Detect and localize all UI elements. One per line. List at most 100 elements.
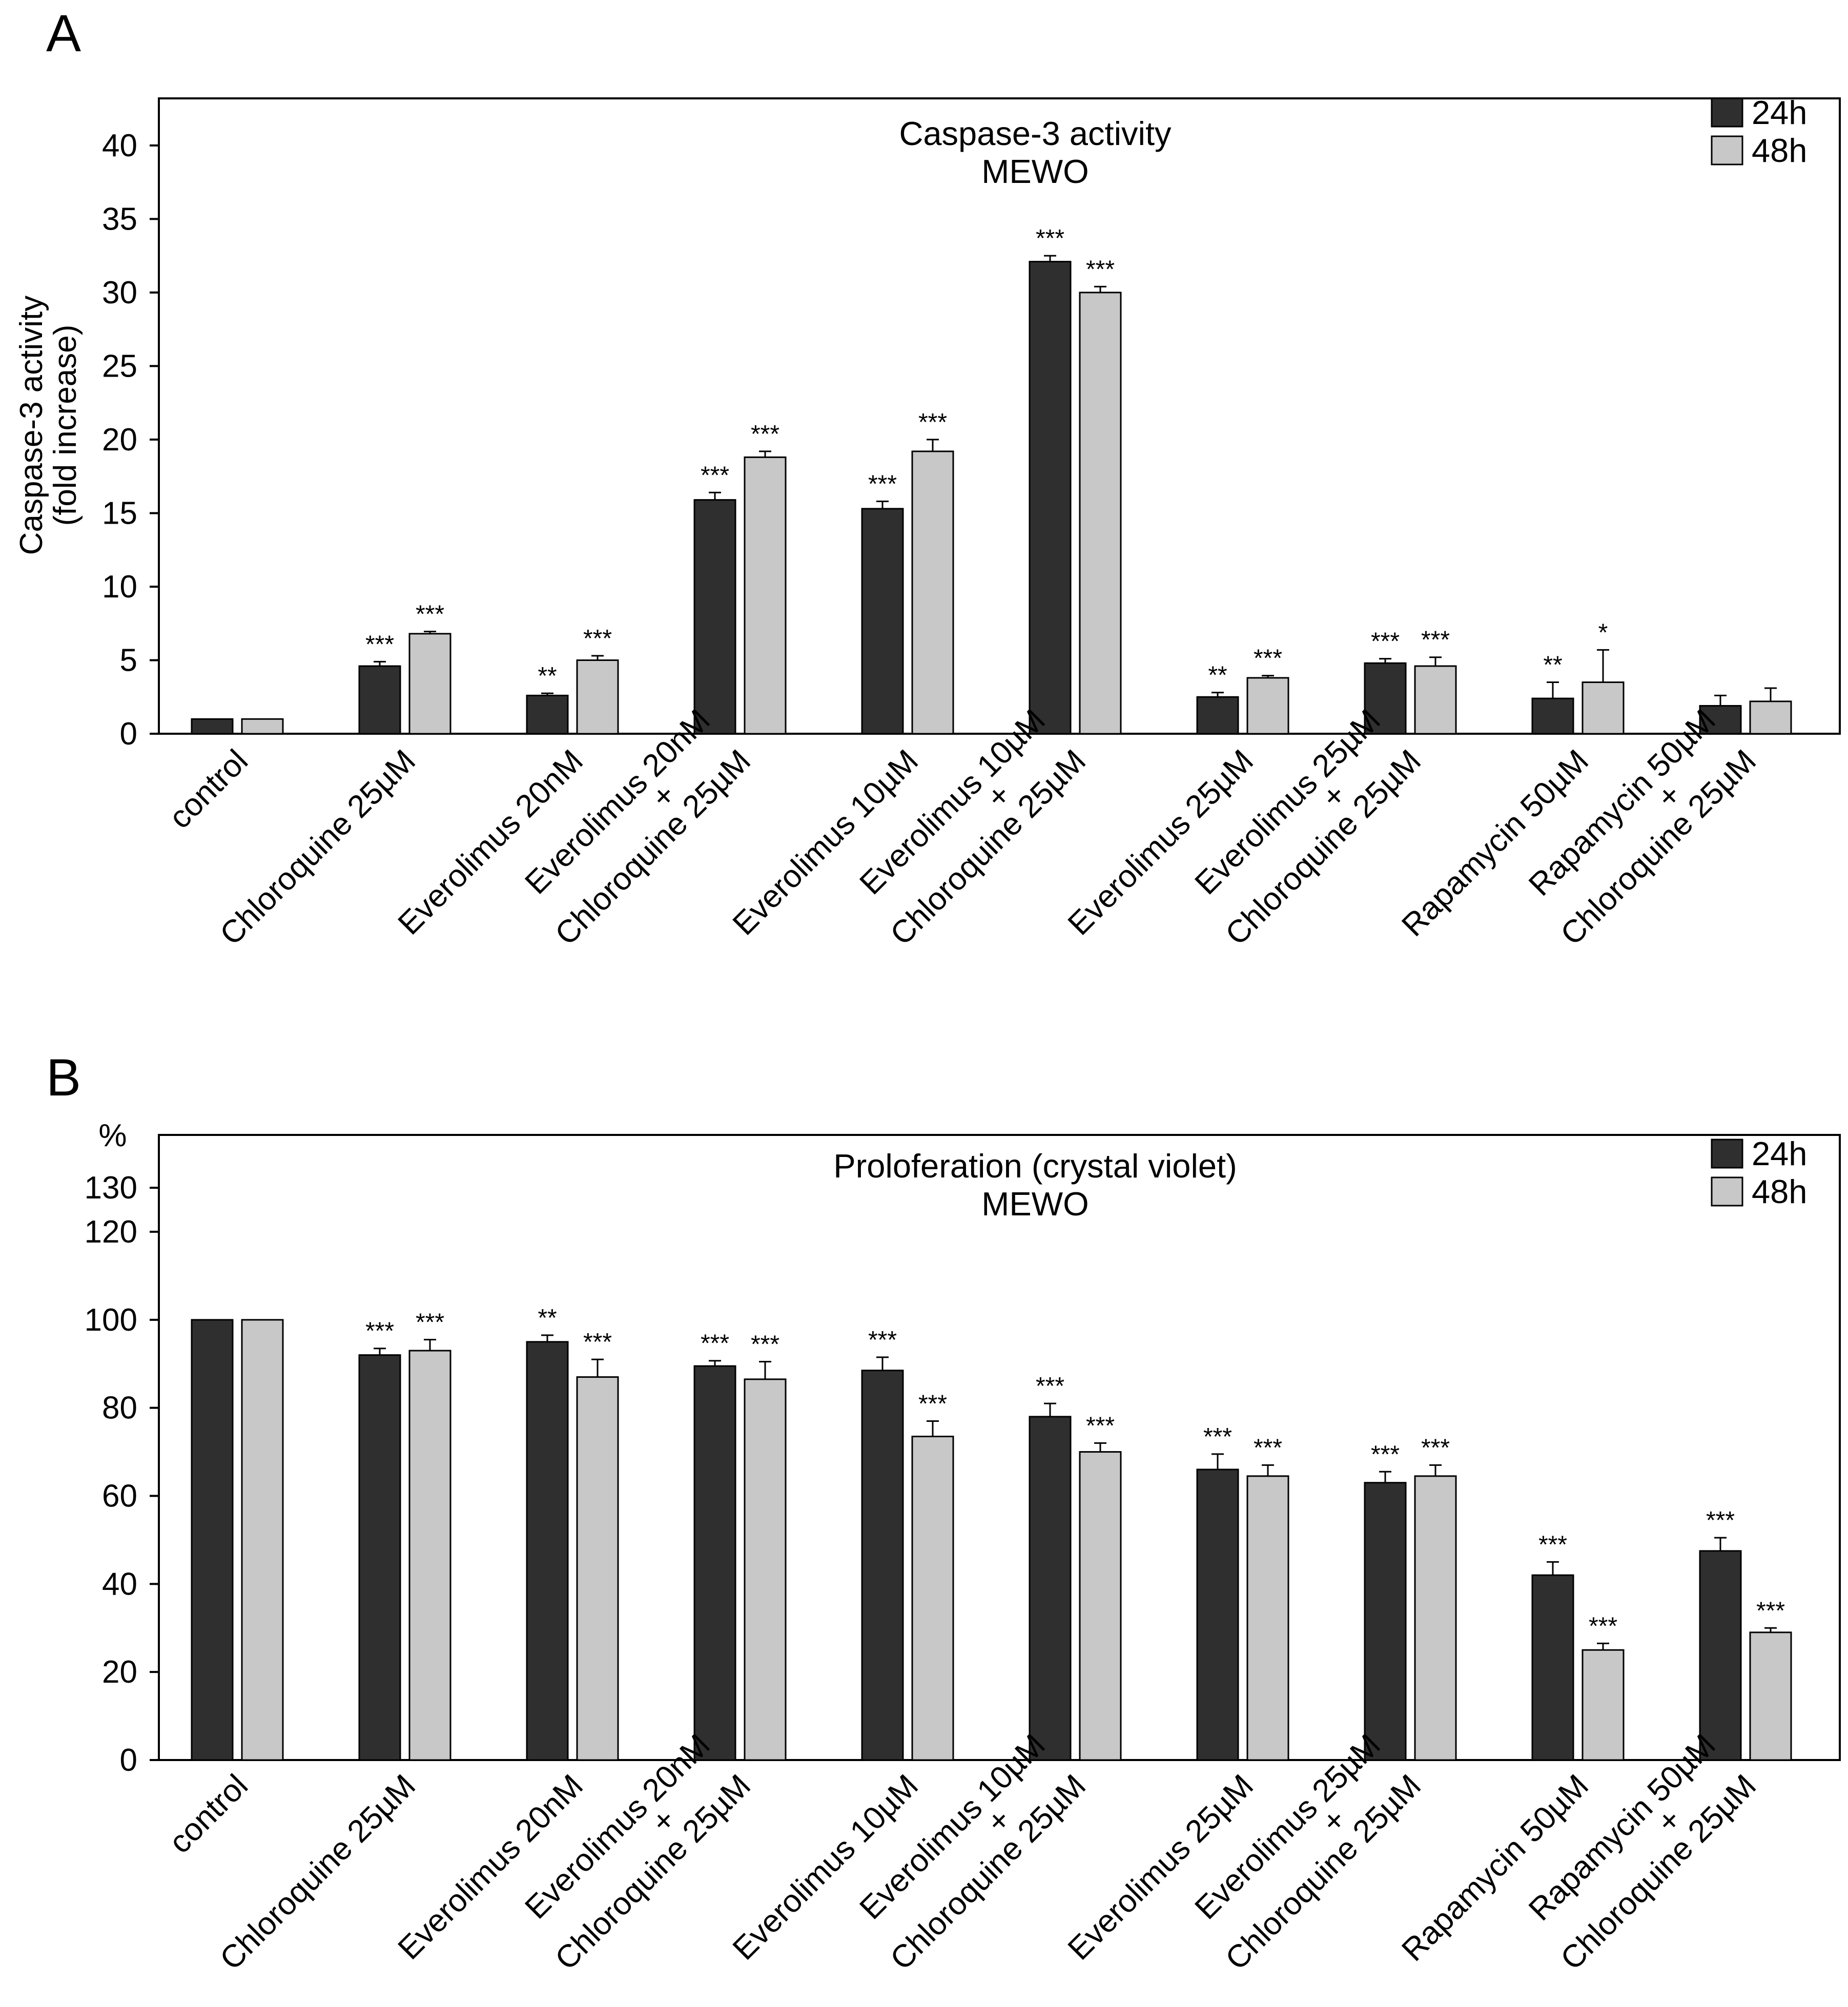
significance-marker: ***: [583, 625, 612, 652]
bar-24h: [1364, 1482, 1407, 1761]
bar-48h: [1582, 681, 1625, 735]
legend-label-48h: 48h: [1752, 132, 1807, 169]
y-tick-label: 40: [102, 128, 137, 163]
y-tick-label: 15: [102, 495, 137, 531]
significance-marker: ***: [918, 1390, 947, 1417]
bar-24h: [861, 508, 904, 735]
significance-marker: ***: [918, 409, 947, 436]
chart-panel-b: B 0 20 40 60 80 100 120 130% Proloferation (cryst…: [46, 1048, 1841, 1977]
bar-48h: [1582, 1649, 1625, 1761]
y-tick-label: 10: [102, 569, 137, 605]
significance-marker: ***: [1086, 256, 1115, 283]
bar-24h: [693, 1365, 736, 1761]
category-label: Rapamycin 50µM+Chloroquine 25µM: [1522, 1727, 1763, 1977]
plot-frame: [158, 97, 1841, 735]
y-tick-label: 35: [102, 201, 137, 237]
significance-marker: ***: [1036, 1373, 1064, 1400]
y-tick-label: 30: [102, 275, 137, 311]
bar-48h: [1414, 665, 1457, 735]
significance-marker: ***: [868, 1327, 897, 1354]
bar-24h: [1699, 705, 1742, 735]
category-label: Everolimus 25µM+Chloroquine 25µM: [1188, 1727, 1428, 1977]
bar-24h: [358, 1354, 401, 1761]
y-tick-label: 120: [85, 1214, 137, 1250]
bar-24h: [526, 1341, 569, 1761]
significance-marker: ***: [1203, 1423, 1232, 1451]
significance-marker: ***: [1706, 1507, 1735, 1534]
legend-swatch-48h: [1711, 1176, 1743, 1207]
category-label: Everolimus 20nM+Chloroquine 25µM: [518, 702, 757, 952]
category-label: Everolimus 20nM+Chloroquine 25µM: [518, 1727, 757, 1977]
bar-48h: [744, 1378, 787, 1761]
bar-24h: [1029, 261, 1072, 735]
significance-marker: ***: [1371, 1441, 1400, 1468]
bar-24h: [191, 1319, 234, 1761]
bar-24h: [1196, 696, 1239, 735]
bar-48h: [911, 450, 954, 735]
category-label: Everolimus 10µM+Chloroquine 25µM: [853, 702, 1093, 952]
bar-48h: [744, 456, 787, 735]
significance-marker: ***: [1421, 1434, 1450, 1461]
category-label-line: control: [162, 743, 255, 835]
category-label: Everolimus 10µM+Chloroquine 25µM: [853, 1727, 1093, 1977]
significance-marker: ***: [701, 1330, 729, 1357]
bar-24h: [1531, 1574, 1574, 1761]
significance-marker: ***: [365, 631, 394, 658]
bar-48h: [408, 1350, 451, 1761]
y-tick-label: 40: [102, 1566, 137, 1602]
bar-48h: [911, 1436, 954, 1761]
significance-marker: ***: [1086, 1412, 1115, 1439]
significance-marker: ***: [868, 470, 897, 498]
significance-marker: *: [1598, 619, 1608, 646]
significance-marker: ***: [1756, 1597, 1785, 1624]
significance-marker: ***: [1254, 645, 1282, 672]
y-tick-label: 100: [85, 1302, 137, 1338]
significance-marker: ***: [416, 1309, 444, 1336]
category-label: Everolimus 25µM+Chloroquine 25µM: [1188, 702, 1428, 952]
y-axis-label-line: (fold increase): [48, 325, 83, 526]
bar-24h: [1699, 1550, 1742, 1761]
y-tick-label: 130: [85, 1170, 137, 1206]
significance-marker: ***: [1254, 1434, 1282, 1461]
significance-marker: **: [538, 1305, 557, 1332]
y-tick-label: 0: [120, 1743, 137, 1778]
chart-subtitle: MEWO: [981, 1185, 1089, 1223]
significance-marker: ***: [365, 1318, 394, 1345]
bar-24h: [191, 718, 234, 735]
bar-48h: [1749, 1631, 1792, 1761]
legend-label-48h: 48h: [1752, 1173, 1807, 1210]
bar-48h: [576, 1376, 619, 1761]
legend-label-24h: 24h: [1752, 1135, 1807, 1172]
bar-48h: [241, 718, 284, 735]
panel-label: B: [46, 1048, 81, 1107]
chart-title: Proloferation (crystal violet): [833, 1147, 1237, 1185]
bar-24h: [1029, 1416, 1072, 1761]
significance-marker: ***: [701, 462, 729, 489]
y-tick-label: 0: [120, 716, 137, 752]
y-tick-label: 80: [102, 1391, 137, 1426]
y-tick-label: 20: [102, 422, 137, 458]
category-label-line: control: [162, 1768, 255, 1860]
significance-marker: ***: [583, 1329, 612, 1356]
y-tick-label: 5: [120, 643, 137, 678]
bar-48h: [1246, 1475, 1289, 1761]
bar-48h: [576, 659, 619, 735]
y-tick-label: 25: [102, 348, 137, 384]
bar-24h: [526, 694, 569, 735]
bar-48h: [241, 1319, 284, 1761]
y-axis-label-line: Caspase-3 activity: [14, 296, 49, 555]
y-tick-label: 20: [102, 1654, 137, 1690]
bar-48h: [408, 633, 451, 735]
bar-24h: [358, 665, 401, 735]
y-tick-label: 60: [102, 1479, 137, 1514]
significance-marker: ***: [1589, 1612, 1617, 1640]
significance-marker: ***: [1421, 627, 1450, 654]
significance-marker: ***: [1371, 628, 1400, 655]
legend-swatch-24h: [1711, 97, 1743, 128]
y-axis-label: Caspase-3 activity(fold increase): [14, 296, 83, 555]
significance-marker: ***: [751, 1331, 779, 1358]
category-label: control: [162, 743, 255, 835]
significance-marker: ***: [416, 601, 444, 628]
bar-24h: [1196, 1468, 1239, 1761]
